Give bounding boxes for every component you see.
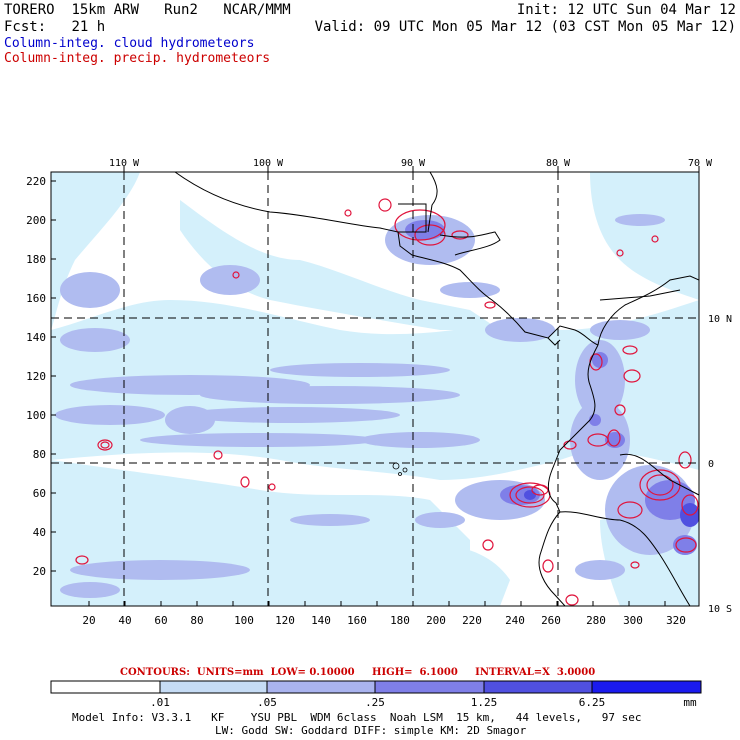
lon-label: 80 W: [546, 158, 571, 169]
contour-info: CONTOURS: UNITS=mm LOW= 0.10000 HIGH= 6.…: [120, 667, 596, 678]
field-precip-title: Column-integ. precip. hydrometeors: [4, 51, 271, 66]
y-tick-label: 160: [26, 292, 46, 305]
map-frame: [50, 171, 700, 607]
colorbar-bin: [159, 680, 268, 694]
x-tick-label: 180: [390, 614, 410, 627]
axis-tick-labels: 220 200 180 160 140 120 100 80 60 40 20 …: [26, 158, 732, 627]
x-tick-label: 100: [234, 614, 254, 627]
header-line-1-left: TORERO 15km ARW Run2 NCAR/MMM: [4, 2, 291, 18]
y-tick-label: 40: [33, 526, 46, 539]
coastlines: [174, 172, 699, 606]
x-tick-label: 80: [190, 614, 203, 627]
lat-lon-grid: [51, 172, 699, 606]
x-tick-label: 120: [275, 614, 295, 627]
forecast-value: 21 h: [71, 19, 106, 35]
x-tick-label: 320: [666, 614, 686, 627]
y-tick-label: 200: [26, 214, 46, 227]
lon-label: 90 W: [401, 158, 426, 169]
init-time: Init: 12 UTC Sun 04 Mar 12: [516, 2, 736, 18]
y-tick-label: 220: [26, 175, 46, 188]
y-tick-label: 20: [33, 565, 46, 578]
lat-label: 10 S: [708, 604, 732, 615]
colorbar-bin: [483, 680, 593, 694]
forecast-hour: Fcst: 21 h: [4, 19, 105, 35]
x-tick-label: 140: [311, 614, 331, 627]
y-tick-label: 80: [33, 448, 46, 461]
colorbar-bin: [266, 680, 376, 694]
colorbar-bin: [374, 680, 485, 694]
lon-label: 110 W: [109, 158, 140, 169]
x-tick-label: 220: [462, 614, 482, 627]
x-tick-label: 20: [82, 614, 95, 627]
lat-label: 0: [708, 459, 714, 470]
y-tick-label: 100: [26, 409, 46, 422]
colorbar-bin: [50, 680, 161, 694]
y-tick-label: 120: [26, 370, 46, 383]
colorbar-unit: mm: [683, 696, 697, 709]
forecast-label: Fcst:: [4, 19, 47, 35]
lon-label: 70 W: [688, 158, 713, 169]
lat-label: 10 N: [708, 314, 732, 325]
model-resolution: 15km ARW: [71, 2, 139, 18]
hydrometeor-field: [51, 172, 699, 606]
run-name: Run2: [164, 2, 198, 18]
field-cloud-title: Column-integ. cloud hydrometeors: [4, 36, 255, 51]
organization: NCAR/MMM: [223, 2, 291, 18]
colorbar-label: .01: [150, 696, 170, 709]
y-tick-label: 60: [33, 487, 46, 500]
x-tick-label: 60: [154, 614, 167, 627]
x-tick-label: 40: [118, 614, 131, 627]
x-tick-label: 300: [623, 614, 643, 627]
colorbar-label: 1.25: [471, 696, 498, 709]
valid-time: Valid: 09 UTC Mon 05 Mar 12 (03 CST Mon …: [314, 19, 736, 35]
colorbar-label: 6.25: [579, 696, 606, 709]
model-name: TORERO: [4, 2, 55, 18]
model-info-line: Model Info: V3.3.1 KF YSU PBL WDM 6class…: [72, 711, 642, 724]
colorbar-labels: .01 .05 .25 1.25 6.25 mm: [150, 696, 697, 709]
colorbar-bin: [591, 680, 702, 694]
y-tick-label: 140: [26, 331, 46, 344]
lon-label: 100 W: [253, 158, 284, 169]
axis-ticks: [51, 166, 700, 606]
physics-info-line: LW: Godd SW: Goddard DIFF: simple KM: 2D…: [215, 724, 527, 737]
colorbar-label: .05: [257, 696, 277, 709]
x-tick-label: 160: [347, 614, 367, 627]
y-tick-label: 180: [26, 253, 46, 266]
x-tick-label: 240: [505, 614, 525, 627]
x-tick-label: 260: [541, 614, 561, 627]
colorbar-label: .25: [365, 696, 385, 709]
colorbar: [50, 680, 702, 694]
x-tick-label: 200: [426, 614, 446, 627]
x-tick-label: 280: [586, 614, 606, 627]
